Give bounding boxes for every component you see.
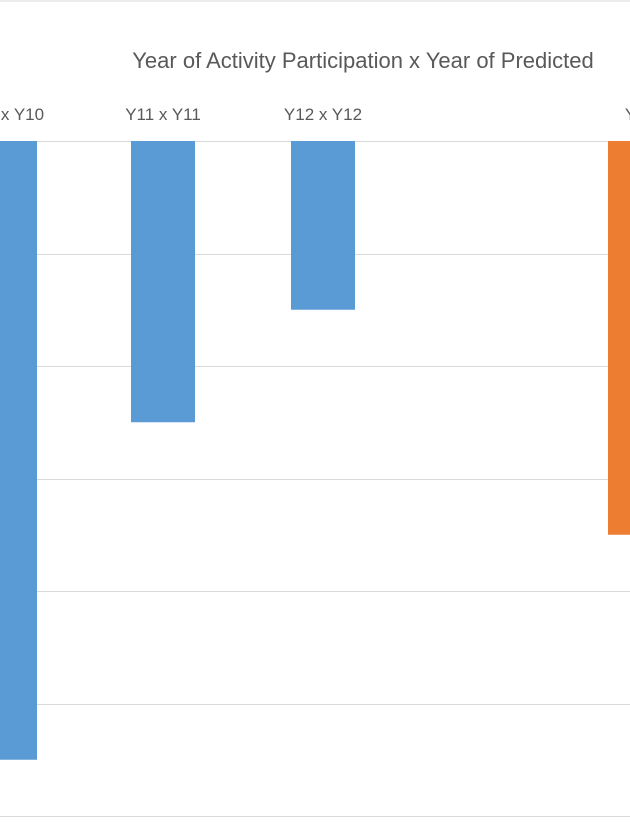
bar <box>608 141 630 535</box>
bar <box>131 141 195 423</box>
category-label: Y10 <box>625 105 630 124</box>
category-label: Y10 x Y10 <box>0 105 44 124</box>
chart-title: Year of Activity Participation x Year of… <box>132 48 593 73</box>
category-labels: Y10 x Y10 Y11 x Y11 Y12 x Y12 Y10 <box>0 105 630 124</box>
category-label: Y12 x Y12 <box>284 105 362 124</box>
category-label: Y11 x Y11 <box>125 105 201 124</box>
bars <box>0 141 630 760</box>
bar <box>0 141 37 760</box>
bar <box>291 141 355 310</box>
